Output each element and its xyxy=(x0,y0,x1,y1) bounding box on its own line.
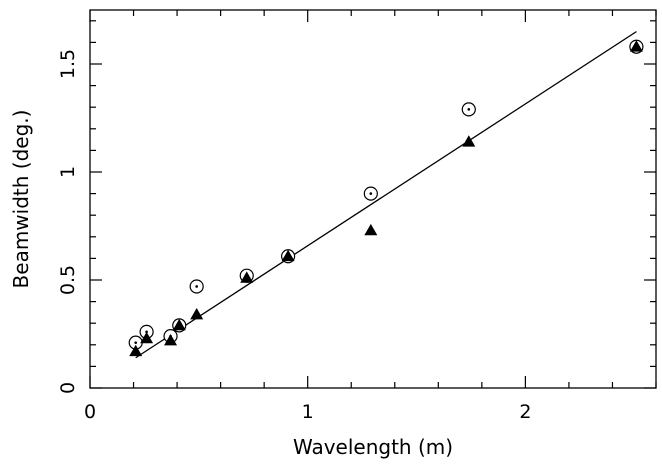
axis-ticks xyxy=(89,10,657,389)
y-tick-label: 0 xyxy=(57,382,79,394)
triangle-point xyxy=(164,333,178,346)
fit-line-group xyxy=(135,31,637,359)
plot-frame xyxy=(89,9,657,389)
y-axis-label: Beamwidth (deg.) xyxy=(9,110,33,289)
x-tick-label: 0 xyxy=(84,401,96,423)
x-tick-label: 1 xyxy=(302,401,314,423)
triangle-point xyxy=(172,318,186,331)
fit-line xyxy=(135,31,637,359)
triangle-point xyxy=(462,135,476,147)
triangle-point xyxy=(240,271,254,283)
circle-point xyxy=(363,186,378,201)
triangle-point xyxy=(129,344,143,357)
y-tick-label: 0.5 xyxy=(57,265,79,295)
triangle-point xyxy=(190,308,204,320)
triangle-point xyxy=(281,249,295,262)
triangle-point xyxy=(629,40,643,52)
data-points xyxy=(128,39,644,357)
y-tick-label: 1 xyxy=(57,166,79,178)
triangle-point xyxy=(140,331,154,344)
x-tick-label: 2 xyxy=(519,401,531,423)
triangle-point xyxy=(364,223,378,236)
circle-point xyxy=(189,279,204,294)
y-tick-label: 1.5 xyxy=(57,49,79,79)
x-axis-label: Wavelength (m) xyxy=(293,435,453,459)
circle-point xyxy=(461,102,476,117)
tick-labels: 0 1 2 0 0.5 1 1.5 xyxy=(57,49,531,423)
